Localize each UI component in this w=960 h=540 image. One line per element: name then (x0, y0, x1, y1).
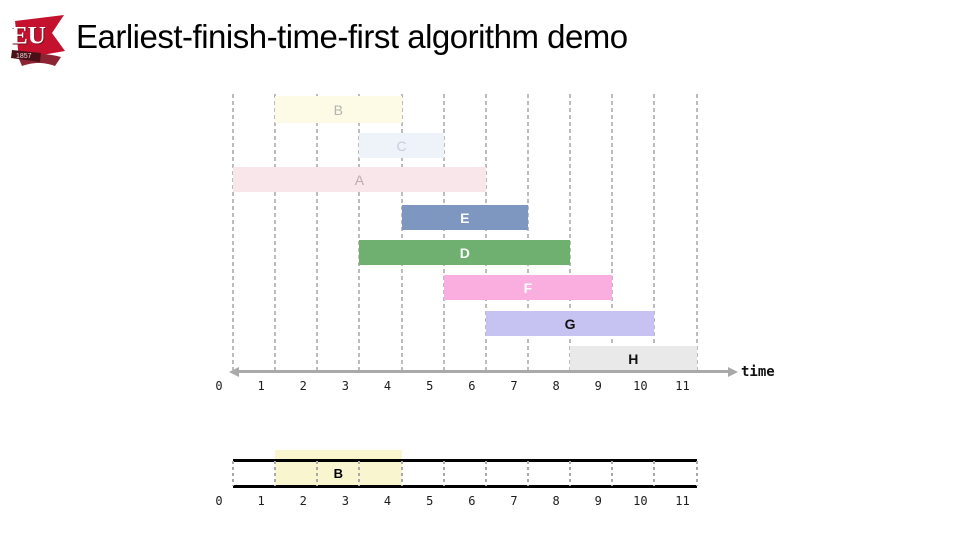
gridline-9 (611, 94, 614, 370)
gridline-7 (526, 94, 529, 370)
gridline-0 (232, 94, 234, 370)
page-title: Earliest-finish-time-first algorithm dem… (76, 18, 628, 55)
strip-tick-3: 3 (341, 494, 350, 508)
interval-bar-B: B (275, 96, 402, 123)
axis-tick-1: 1 (257, 379, 265, 393)
strip-divider-5 (442, 461, 445, 486)
interval-bar-G: G (485, 311, 655, 336)
gridline-3 (358, 94, 361, 370)
strip-tick-0: 0 (215, 494, 223, 508)
axis-tick-11: 11 (675, 379, 690, 393)
strip-tick-8: 8 (552, 494, 560, 508)
axis-tick-8: 8 (552, 379, 560, 393)
axis-arrow-right (728, 366, 738, 377)
time-axis-label: time (741, 364, 775, 380)
gridline-1 (274, 94, 277, 370)
axis-tick-7: 7 (510, 379, 518, 393)
interval-label-F: F (523, 279, 533, 296)
strip-divider-4 (400, 461, 403, 486)
svg-text:EU: EU (12, 24, 47, 51)
interval-bar-D: D (359, 240, 571, 265)
strip-divider-11 (695, 461, 698, 486)
interval-label-C: C (396, 137, 407, 154)
strip-tick-2: 2 (299, 494, 307, 508)
gridline-11 (695, 94, 698, 370)
axis-arrow-left (229, 366, 239, 377)
axis-tick-2: 2 (299, 379, 307, 393)
axis-tick-4: 4 (383, 379, 392, 393)
gridline-2 (316, 94, 319, 370)
strip-tick-7: 7 (510, 494, 518, 508)
time-axis (236, 370, 730, 373)
strip-divider-7 (526, 461, 529, 486)
axis-tick-3: 3 (341, 379, 350, 393)
axis-tick-10: 10 (633, 379, 648, 393)
eu-logo: EU EU 1857 (11, 15, 65, 66)
axis-tick-6: 6 (468, 379, 476, 393)
strip-bottom-border (233, 485, 697, 488)
interval-bar-E: E (401, 205, 528, 230)
gridline-8 (569, 94, 572, 370)
axis-tick-5: 5 (426, 379, 434, 393)
strip-tick-4: 4 (383, 494, 392, 508)
year-band (11, 50, 41, 62)
gridline-10 (653, 94, 656, 370)
strip-divider-8 (569, 461, 572, 486)
interval-label-A: A (354, 171, 365, 188)
interval-label-H: H (628, 350, 639, 367)
interval-label-E: E (460, 209, 470, 226)
selected-interval-B (275, 450, 402, 487)
strip-tick-9: 9 (594, 494, 602, 508)
interval-bar-A: A (233, 167, 486, 192)
strip-tick-11: 11 (675, 494, 690, 508)
strip-tick-5: 5 (426, 494, 434, 508)
axis-tick-9: 9 (594, 379, 602, 393)
strip-tick-6: 6 (468, 494, 476, 508)
strip-divider-3 (358, 461, 361, 486)
strip-divider-6 (484, 461, 487, 486)
selected-interval-label-B: B (333, 466, 344, 481)
interval-label-B: B (333, 101, 343, 118)
strip-tick-10: 10 (633, 494, 648, 508)
strip-tick-1: 1 (257, 494, 265, 508)
strip-divider-0 (232, 461, 234, 486)
logo-initials: EU (11, 23, 46, 50)
logo-year: 1857 (16, 53, 32, 60)
interval-label-D: D (459, 244, 470, 261)
interval-bar-H: H (570, 346, 697, 371)
strip-divider-10 (653, 461, 656, 486)
axis-tick-0: 0 (215, 379, 223, 393)
strip-divider-9 (611, 461, 614, 486)
interval-bar-C: C (359, 133, 444, 158)
gridline-4 (400, 94, 403, 370)
strip-divider-1 (274, 461, 277, 486)
interval-label-G: G (564, 315, 576, 332)
gridline-6 (484, 94, 487, 370)
strip-top-border (233, 459, 697, 462)
flag-shape (15, 15, 65, 59)
interval-bar-F: F (443, 275, 613, 300)
gridline-5 (442, 94, 445, 370)
strip-divider-2 (316, 461, 319, 486)
